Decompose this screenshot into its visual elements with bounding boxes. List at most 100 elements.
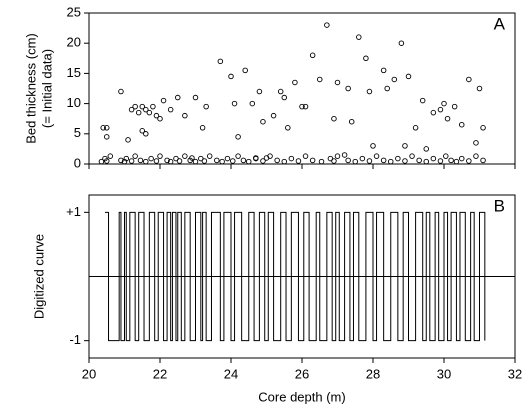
point	[295, 158, 302, 164]
point	[409, 153, 415, 159]
point	[395, 155, 401, 162]
point	[203, 103, 209, 110]
point	[380, 157, 387, 164]
point	[219, 158, 225, 165]
point	[148, 155, 154, 162]
point	[459, 121, 465, 128]
point	[331, 115, 337, 122]
point	[146, 109, 153, 116]
point	[143, 131, 149, 137]
point	[348, 118, 355, 125]
point	[118, 88, 124, 95]
point	[398, 40, 405, 46]
point	[380, 67, 387, 74]
point	[132, 153, 138, 159]
point	[466, 158, 472, 164]
point	[143, 106, 149, 113]
point	[352, 158, 359, 165]
point	[430, 155, 437, 162]
point	[309, 157, 316, 164]
point	[334, 79, 341, 86]
point	[466, 76, 472, 83]
point	[356, 34, 362, 40]
point	[444, 115, 451, 122]
plot-frame	[88, 12, 516, 165]
x-tick-label: 26	[295, 366, 309, 381]
point	[302, 153, 309, 159]
point	[174, 94, 181, 101]
point	[423, 158, 430, 165]
point	[373, 153, 380, 159]
point	[363, 55, 369, 62]
point	[164, 157, 170, 164]
point	[405, 73, 412, 80]
x-axis-label: Core depth (m)	[258, 389, 345, 404]
point	[125, 137, 131, 143]
point	[228, 73, 234, 80]
point	[453, 158, 460, 165]
point	[176, 158, 183, 164]
x-tick-label: 30	[437, 366, 451, 381]
point	[98, 158, 105, 165]
point	[192, 94, 199, 101]
point	[480, 125, 486, 131]
point	[412, 125, 419, 131]
point	[242, 67, 248, 74]
y-axis-label: Digitized curve	[31, 234, 46, 319]
point	[231, 100, 238, 107]
point	[103, 125, 110, 131]
point	[388, 158, 394, 165]
point	[441, 100, 447, 107]
point	[103, 158, 110, 164]
point	[157, 153, 163, 159]
point	[443, 153, 449, 159]
point	[391, 76, 398, 83]
point	[245, 158, 252, 165]
point	[317, 76, 323, 83]
point	[107, 153, 114, 159]
x-tick-label: 22	[153, 366, 167, 381]
point	[437, 106, 444, 113]
point	[240, 157, 247, 164]
y-tick-label: +1	[66, 204, 81, 219]
point	[473, 140, 479, 146]
panel-label: B	[494, 196, 505, 215]
point	[150, 103, 156, 110]
point	[260, 158, 266, 164]
point	[416, 157, 422, 164]
point	[324, 22, 330, 28]
point	[139, 128, 145, 134]
point	[281, 94, 288, 101]
point	[132, 103, 138, 110]
point	[341, 152, 348, 158]
point	[270, 112, 277, 119]
point	[299, 103, 305, 110]
point	[230, 158, 236, 164]
point	[260, 118, 266, 125]
point	[217, 58, 224, 65]
y-tick-label: 25	[67, 4, 81, 19]
point	[128, 158, 135, 164]
point	[437, 158, 444, 164]
point	[451, 103, 458, 110]
point	[235, 153, 241, 159]
point	[476, 85, 483, 92]
point	[302, 103, 309, 110]
point	[473, 153, 479, 159]
point	[345, 157, 351, 164]
point	[370, 143, 376, 149]
point	[153, 112, 160, 119]
point	[206, 153, 213, 159]
point	[318, 158, 325, 165]
point	[160, 97, 167, 104]
point	[143, 158, 149, 165]
point	[100, 125, 106, 131]
point	[256, 88, 263, 95]
point	[281, 158, 288, 165]
point	[345, 85, 351, 92]
y-tick-label: 20	[67, 35, 81, 50]
point	[366, 88, 373, 95]
point	[128, 106, 135, 113]
x-tick-label: 32	[508, 366, 522, 381]
